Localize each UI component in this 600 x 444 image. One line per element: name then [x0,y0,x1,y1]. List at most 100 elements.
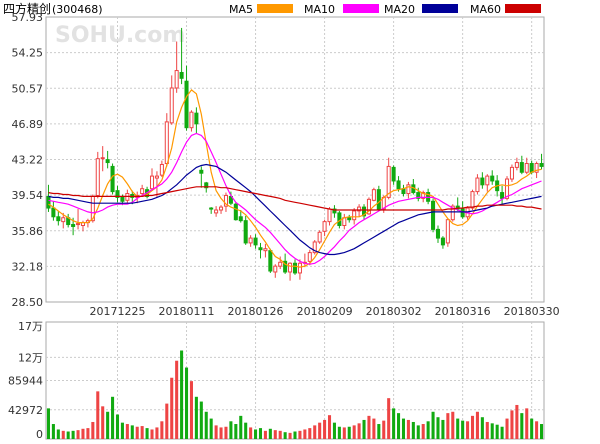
candle [440,236,445,249]
candle-body-down [519,162,524,173]
candle-body-down [233,203,238,221]
legend-ma20-label: MA20 [384,3,415,16]
candle-body-up [317,231,322,243]
volume-bar [194,396,198,439]
volume-bar [342,427,346,439]
candle-body-up [61,217,66,223]
volume-bar [214,425,218,439]
volume-bar [505,418,509,439]
volume-bar [475,411,479,439]
candle-body-down [253,237,258,246]
volume-bar [530,418,534,439]
candle [292,259,298,275]
volume-bar [401,418,406,439]
volume-bar [500,426,504,439]
candle-body-up [366,198,371,215]
candle-body-up [504,178,510,199]
candle-body-down [292,262,298,274]
volume-bar [61,430,65,439]
legend-ma10: MA10 [304,3,379,16]
candle-body-down [283,260,288,273]
legend-ma5: MA5 [229,3,293,16]
candle-body-up [288,262,293,273]
candle [184,65,189,131]
ma60-line [48,186,542,211]
volume-grid [46,322,544,439]
candle-body-up [509,166,514,180]
date-tick-label: 20180111 [159,305,215,318]
candle-body-down [529,163,534,173]
stock-name: 四方精创 [3,1,51,16]
volume-y-axis: 17万 12万 85944 42972 0 [8,320,43,441]
candle-body-down [110,165,115,193]
candle [174,41,179,93]
volume-bar [101,406,105,439]
candle-body-down [184,80,189,129]
price-tick-label: 50.57 [12,82,44,95]
candle [480,172,485,189]
volume-bar [525,408,529,439]
volume-bar [209,418,213,439]
candle [431,198,436,233]
candle [322,219,327,237]
volume-bar [446,413,450,439]
volume-bar [392,408,396,439]
candle-body-up [357,206,362,212]
volume-bar [456,418,460,439]
legend-ma20: MA20 [384,3,458,16]
candle [268,248,273,273]
candle-body-down [376,189,381,210]
candle-body-up [327,208,332,223]
candle-body-down [480,177,485,186]
volume-bar [258,428,263,439]
volume-bar [515,404,519,439]
candle [194,107,199,134]
date-tick-label: 20180316 [435,305,491,318]
candle [238,210,243,223]
candle [56,210,61,226]
candle-body-up [248,237,253,244]
candle-body-up [312,241,317,254]
volume-bar [239,415,243,439]
candle-body-up [95,158,100,196]
candle [223,192,228,212]
volume-bar [308,428,312,439]
candle-body-up [273,265,278,273]
candle-body-up [164,121,169,165]
date-tick-label: 20171225 [89,305,145,318]
candle [105,150,110,169]
candle [490,170,495,185]
volume-bar [303,429,307,439]
volume-bar [362,419,366,439]
candle-body-down [105,159,110,164]
volume-bar [175,360,179,439]
candle-body-up [450,205,455,221]
candle-body-up [76,223,81,226]
candle-body-down [539,163,544,167]
volume-bar [332,422,336,439]
date-tick-label: 20180330 [504,305,560,318]
candle-body-down [238,216,243,222]
volume-bar [111,396,115,439]
price-tick-label: 43.22 [12,154,44,167]
candle [159,160,164,178]
candle [46,184,51,212]
candle-body-up [485,175,490,186]
volume-bar [510,410,514,439]
volume-bar [165,403,169,439]
volume-bar [135,426,139,439]
candle-body-up [263,248,268,252]
candle-body-up [140,188,145,195]
candle-body-up [470,191,475,209]
candle [386,157,391,200]
candle [317,230,322,244]
legend-ma60-swatch [505,4,541,13]
candle-body-up [214,209,219,214]
candle [366,197,371,215]
candle [169,75,174,125]
volume-bar [411,421,415,439]
volume-bar [66,431,70,439]
candle [100,146,105,172]
candle [219,205,224,214]
